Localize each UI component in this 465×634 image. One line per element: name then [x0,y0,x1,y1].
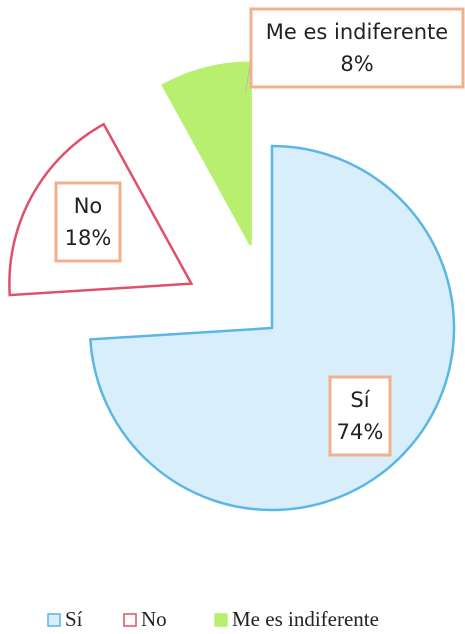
legend-label: Sí [65,607,83,631]
slice-value: 74% [337,420,384,444]
legend-swatch [47,613,61,627]
legend-swatch [123,613,137,627]
legend-label: Me es indiferente [232,607,379,631]
legend-label: No [141,607,167,631]
label-box [54,181,122,263]
label-box [328,375,392,457]
legend-swatch [214,613,228,627]
pie-slice [161,61,252,246]
slice-name: Sí [350,388,370,412]
slice-value: 18% [65,226,112,250]
label-box [249,7,465,89]
slice-value: 8% [340,52,373,76]
slice-name: Me es indiferente [266,20,448,44]
slice-name: No [74,194,103,218]
